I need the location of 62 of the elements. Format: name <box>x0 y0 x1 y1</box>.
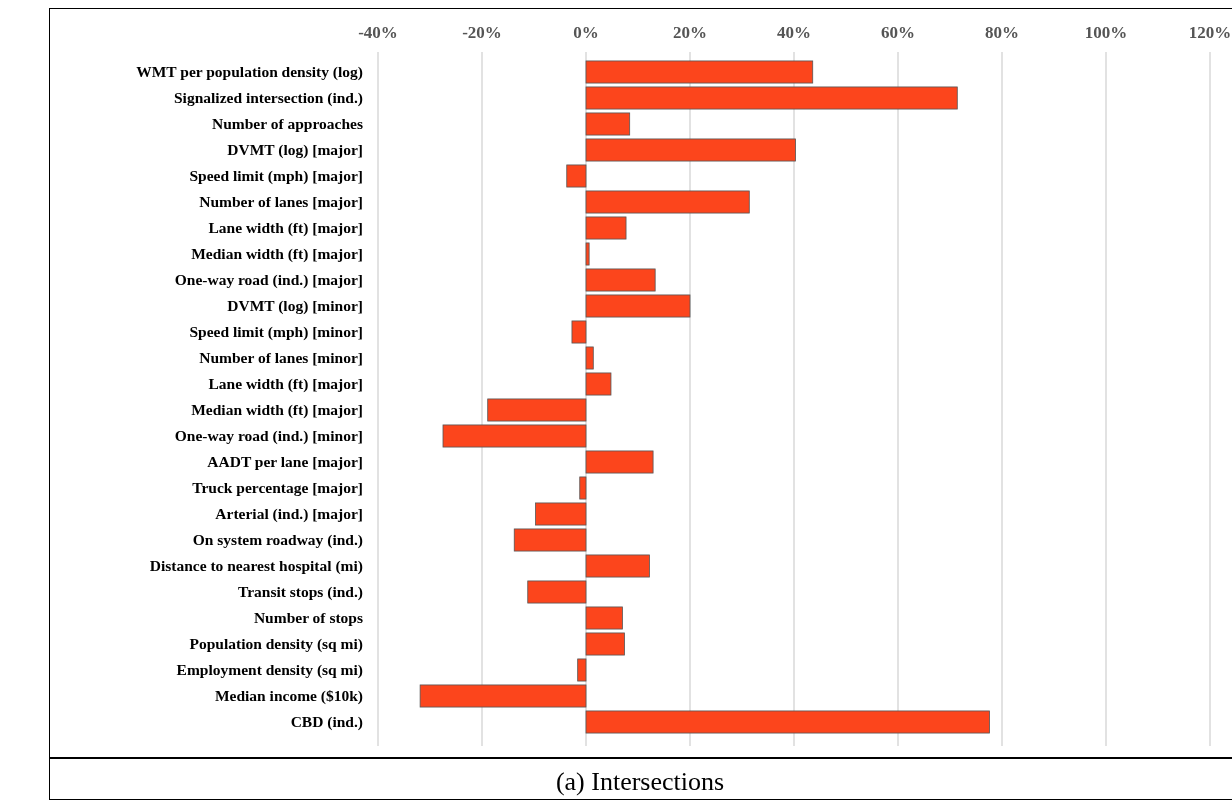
bar <box>585 242 590 266</box>
bar <box>566 164 587 188</box>
y-tick-label: Arterial (ind.) [major] <box>215 505 363 524</box>
y-tick-label: Population density (sq mi) <box>189 635 363 654</box>
y-tick-label: On system roadway (ind.) <box>192 531 363 550</box>
bar <box>585 606 623 630</box>
y-tick-label: Speed limit (mph) [major] <box>189 167 363 186</box>
bar <box>585 632 625 656</box>
bar <box>527 580 587 604</box>
y-tick-label: CBD (ind.) <box>290 713 363 732</box>
bar <box>442 424 587 448</box>
bar <box>585 190 750 214</box>
bar <box>585 294 691 318</box>
y-tick-label: Employment density (sq mi) <box>176 661 363 680</box>
x-tick-label: 80% <box>985 23 1019 42</box>
bar <box>585 268 656 292</box>
y-tick-label: Number of approaches <box>212 115 363 133</box>
x-tick-label: 100% <box>1084 23 1128 42</box>
x-tick-label: 0% <box>573 23 599 42</box>
bar <box>585 112 631 136</box>
y-tick-label: Number of stops <box>253 609 363 627</box>
y-tick-label: DVMT (log) [minor] <box>227 297 363 316</box>
bar <box>571 320 587 344</box>
x-tick-label: -40% <box>358 23 398 42</box>
bar <box>487 398 587 422</box>
y-tick-label: DVMT (log) [major] <box>227 141 363 160</box>
y-tick-label: Median income ($10k) <box>214 687 363 706</box>
text: (a) Intersections <box>555 767 725 797</box>
x-tick-label: 40% <box>777 23 811 42</box>
y-tick-label: Median width (ft) [major] <box>191 401 363 420</box>
bar <box>585 60 814 84</box>
x-tick-label: 60% <box>881 23 915 42</box>
y-tick-label: Lane width (ft) [major] <box>208 375 363 394</box>
y-tick-label: Median width (ft) [major] <box>191 245 363 264</box>
y-tick-label: Distance to nearest hospital (mi) <box>149 557 363 576</box>
y-tick-label: One-way road (ind.) [major] <box>174 271 363 290</box>
bar <box>513 528 587 552</box>
y-tick-label: Number of lanes [minor] <box>199 349 363 367</box>
bar <box>419 684 587 708</box>
bar <box>585 138 796 162</box>
y-tick-label: WMT per population density (log) <box>136 63 363 82</box>
y-tick-label: Speed limit (mph) [minor] <box>189 323 363 342</box>
bar <box>579 476 587 500</box>
y-tick-label: Number of lanes [major] <box>199 193 363 211</box>
y-tick-label: Truck percentage [major] <box>192 479 363 497</box>
bar <box>585 86 958 110</box>
bar <box>577 658 587 682</box>
bar <box>585 710 990 734</box>
bar <box>585 346 594 370</box>
x-tick-label: -20% <box>462 23 502 42</box>
y-tick-label: Transit stops (ind.) <box>237 583 363 602</box>
y-tick-label: One-way road (ind.) [minor] <box>174 427 363 446</box>
bar <box>585 372 612 396</box>
x-tick-label: 20% <box>673 23 707 42</box>
bar <box>585 554 650 578</box>
x-tick-label: 120% <box>1188 23 1232 42</box>
y-tick-label: Signalized intersection (ind.) <box>173 89 363 108</box>
bar <box>585 450 654 474</box>
bar <box>535 502 587 526</box>
bar <box>585 216 627 240</box>
y-tick-label: AADT per lane [major] <box>207 453 363 471</box>
y-tick-label: Lane width (ft) [major] <box>208 219 363 238</box>
